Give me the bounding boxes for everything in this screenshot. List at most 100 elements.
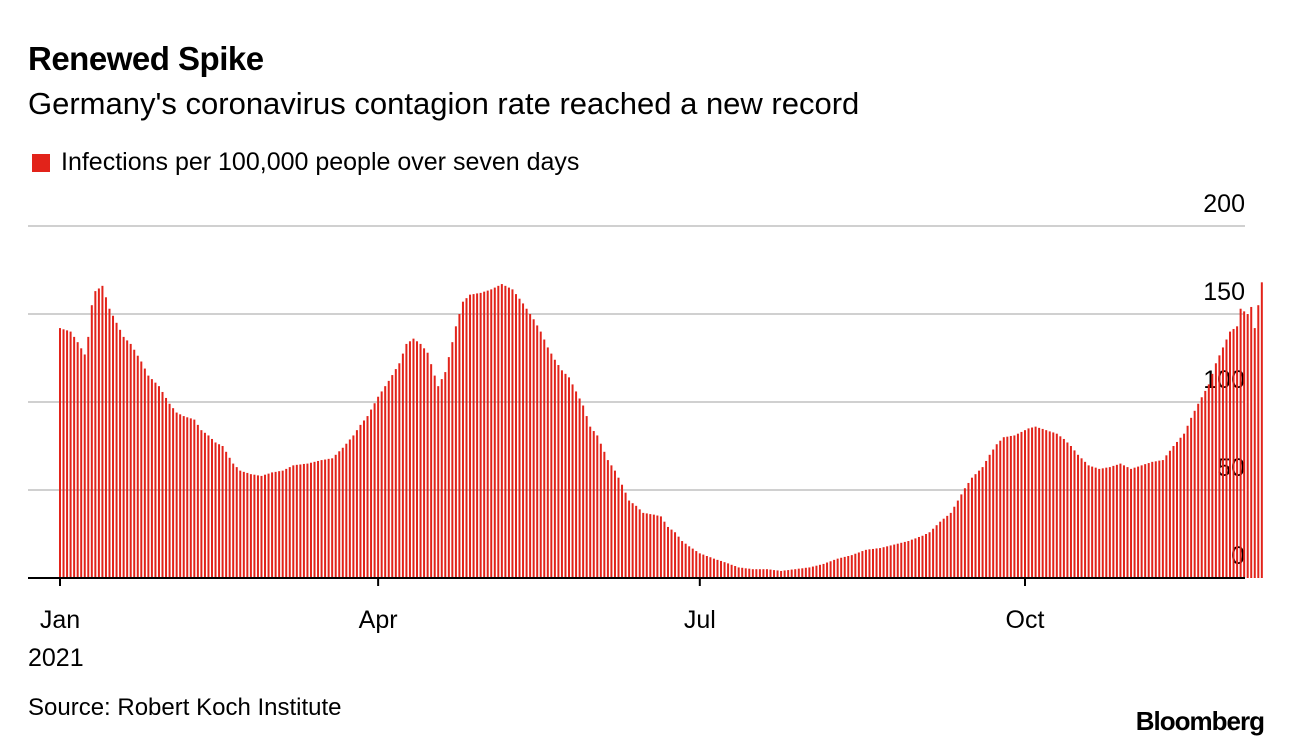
- bar-day-148: [582, 405, 585, 578]
- bar-day-68: [299, 464, 302, 578]
- bar-day-107: [437, 386, 440, 578]
- bar-day-37: [189, 418, 192, 578]
- bar-day-115: [465, 298, 468, 578]
- bar-day-1: [62, 329, 65, 578]
- bar-day-193: [741, 567, 744, 578]
- bar-day-90: [377, 396, 380, 578]
- bar-day-58: [264, 474, 267, 578]
- bar-chart: 050100150200JanAprJulOct2021: [28, 190, 1263, 672]
- bar-day-333: [1236, 326, 1239, 578]
- bar-day-57: [260, 475, 263, 578]
- bar-day-294: [1098, 468, 1101, 578]
- bar-day-163: [635, 505, 638, 578]
- bar-day-255: [960, 494, 963, 578]
- bar-day-235: [889, 545, 892, 578]
- bar-day-173: [670, 529, 673, 578]
- bar-day-283: [1059, 436, 1062, 578]
- bar-day-247: [932, 528, 935, 578]
- bar-day-309: [1151, 461, 1154, 578]
- bar-day-259: [974, 474, 977, 578]
- bar-day-196: [751, 569, 754, 578]
- bar-day-69: [302, 463, 305, 578]
- bar-day-24: [143, 368, 146, 578]
- bar-day-3: [69, 331, 72, 578]
- bar-day-123: [493, 287, 496, 578]
- bar-day-304: [1133, 467, 1136, 578]
- bar-day-4: [73, 336, 76, 578]
- y-tick-label-200: 200: [1203, 190, 1245, 218]
- bar-day-186: [716, 559, 719, 578]
- bar-day-176: [681, 541, 684, 578]
- bar-day-187: [720, 560, 723, 578]
- bloomberg-logo: Bloomberg: [1135, 706, 1265, 736]
- bar-day-288: [1077, 454, 1080, 578]
- bar-day-270: [1013, 435, 1016, 578]
- bar-day-121: [486, 290, 489, 578]
- bar-day-244: [921, 535, 924, 578]
- bar-day-177: [684, 543, 687, 578]
- bar-day-45: [218, 444, 221, 578]
- bar-day-141: [557, 365, 560, 578]
- bar-day-181: [698, 553, 701, 578]
- bar-day-251: [946, 515, 949, 578]
- bar-day-292: [1091, 466, 1094, 578]
- bar-day-274: [1027, 428, 1030, 578]
- bar-day-200: [765, 569, 768, 578]
- bar-day-117: [472, 294, 475, 578]
- bar-day-191: [734, 566, 737, 578]
- bar-day-142: [560, 370, 563, 578]
- bar-day-111: [451, 342, 454, 578]
- bar-day-212: [808, 567, 811, 578]
- bar-day-323: [1200, 397, 1203, 578]
- bar-day-65: [288, 467, 291, 578]
- bar-day-50: [235, 467, 238, 578]
- bar-day-122: [490, 289, 493, 578]
- bar-day-109: [444, 372, 447, 578]
- bar-day-9: [90, 305, 93, 578]
- bar-day-164: [638, 509, 641, 578]
- bar-day-242: [914, 538, 917, 578]
- bar-day-166: [645, 513, 648, 578]
- x-tick-label-jan: Jan: [40, 606, 80, 634]
- bar-day-46: [221, 446, 224, 578]
- bar-day-104: [426, 352, 429, 578]
- bar-day-316: [1176, 441, 1178, 578]
- bar-day-331: [1229, 331, 1232, 578]
- bar-day-17: [119, 329, 122, 578]
- bar-day-159: [621, 484, 624, 578]
- bar-day-161: [628, 500, 631, 578]
- bar-day-311: [1158, 460, 1161, 578]
- bar-day-183: [705, 556, 708, 578]
- bar-day-192: [737, 567, 740, 578]
- bar-day-143: [564, 373, 567, 578]
- bar-day-59: [267, 473, 270, 578]
- bar-day-146: [575, 391, 578, 578]
- bar-day-172: [666, 526, 669, 578]
- bar-day-154: [603, 451, 606, 578]
- bar-day-66: [292, 465, 295, 578]
- bar-day-82: [348, 439, 351, 578]
- bar-day-314: [1168, 450, 1171, 578]
- bar-day-337: [1250, 306, 1253, 578]
- bar-day-227: [861, 551, 864, 578]
- bar-day-51: [239, 470, 242, 578]
- bar-day-118: [476, 293, 479, 578]
- bar-day-256: [963, 488, 966, 578]
- bar-day-55: [253, 474, 256, 578]
- bar-day-152: [596, 435, 599, 578]
- bar-day-29: [161, 391, 164, 578]
- bar-day-327: [1214, 363, 1217, 578]
- bar-day-272: [1020, 431, 1023, 578]
- bar-day-99: [408, 341, 411, 578]
- bar-day-238: [900, 542, 903, 578]
- bar-day-308: [1147, 463, 1150, 578]
- bar-day-287: [1073, 450, 1076, 578]
- bar-day-98: [405, 343, 408, 578]
- bar-day-217: [826, 562, 829, 578]
- bar-day-301: [1122, 465, 1125, 578]
- bar-day-282: [1055, 433, 1058, 578]
- bar-day-169: [656, 515, 659, 578]
- bar-day-253: [953, 506, 956, 578]
- bar-day-42: [207, 435, 210, 578]
- bar-day-36: [186, 417, 189, 578]
